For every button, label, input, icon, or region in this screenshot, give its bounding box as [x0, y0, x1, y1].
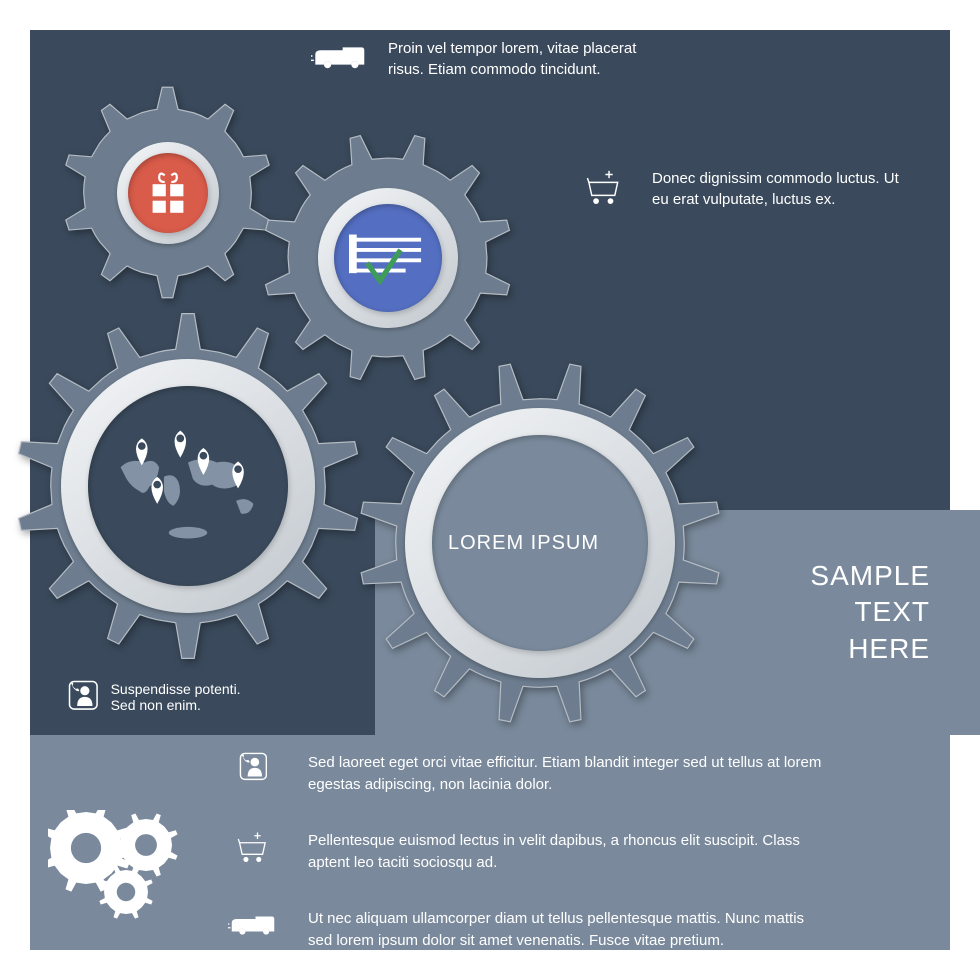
gear-center-g1	[128, 153, 208, 233]
center-gear-label: LOREM IPSUM	[448, 532, 599, 555]
van-icon	[228, 908, 278, 940]
world-pins-icon	[88, 386, 288, 586]
phone-person-icon	[68, 680, 99, 714]
bottom-row-0: Sed laoreet eget orci vitae efficitur. E…	[228, 752, 828, 796]
sample-text-line3: HERE	[848, 633, 930, 664]
cart-plus-icon	[228, 830, 278, 865]
infographic-canvas: LOREM IPSUM SAMPLE TEXT HERE Suspendisse…	[0, 0, 980, 980]
gift-icon	[128, 153, 208, 233]
gear-center-g2	[334, 204, 442, 312]
callout-text: Donec dignissim commodo luctus. Ut eu er…	[652, 168, 912, 210]
gear-center-g3	[88, 386, 288, 586]
gear-g1	[60, 85, 275, 300]
callout-text: Proin vel tempor lorem, vitae placerat r…	[388, 38, 648, 80]
list-check-icon	[334, 204, 442, 312]
phone-callout: Suspendisse potenti. Sed non enim.	[68, 680, 241, 714]
sample-text-line2: TEXT	[854, 596, 930, 627]
bottom-row-2: Ut nec aliquam ullamcorper diam ut tellu…	[228, 908, 828, 952]
bottom-row-1: Pellentesque euismod lectus in velit dap…	[228, 830, 828, 874]
bottom-row-text: Sed laoreet eget orci vitae efficitur. E…	[308, 752, 828, 796]
van-icon	[310, 38, 370, 74]
gears-cluster-icon	[48, 810, 198, 930]
phone-person-icon	[228, 752, 278, 781]
callout-top-1: Donec dignissim commodo luctus. Ut eu er…	[574, 168, 912, 210]
bottom-row-text: Pellentesque euismod lectus in velit dap…	[308, 830, 828, 874]
cart-plus-icon	[574, 168, 634, 208]
gear-g3	[12, 310, 364, 662]
phone-callout-text: Suspendisse potenti. Sed non enim.	[111, 681, 241, 713]
callout-top-0: Proin vel tempor lorem, vitae placerat r…	[310, 38, 648, 80]
bottom-row-text: Ut nec aliquam ullamcorper diam ut tellu…	[308, 908, 828, 952]
sample-text-heading: SAMPLE TEXT HERE	[810, 558, 930, 667]
sample-text-line1: SAMPLE	[810, 560, 930, 591]
